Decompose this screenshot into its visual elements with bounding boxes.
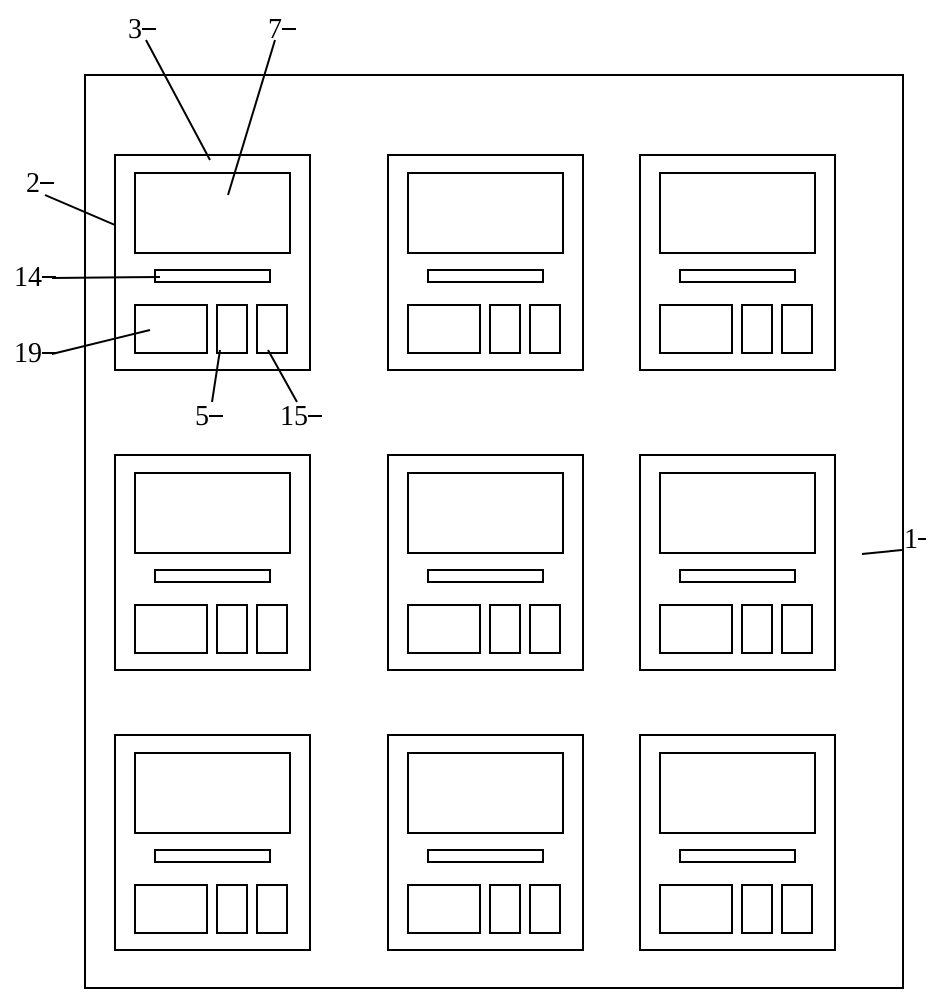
module-box-c <box>782 885 812 933</box>
leader-3 <box>146 40 210 160</box>
module-box-b <box>490 305 520 353</box>
module-bar <box>680 270 795 282</box>
module-box-c <box>257 605 287 653</box>
module-box-a <box>408 885 480 933</box>
module-frame <box>115 735 310 950</box>
module-box-b <box>742 605 772 653</box>
label-2: 2 <box>26 168 40 199</box>
label-14: 14 <box>14 262 42 293</box>
label-5: 5 <box>195 401 209 432</box>
module-frame <box>640 155 835 370</box>
module-box-c <box>530 605 560 653</box>
module-bar <box>428 570 543 582</box>
module-frame <box>640 735 835 950</box>
outer-frame <box>85 75 903 988</box>
module-box-c <box>257 305 287 353</box>
module-frame <box>388 155 583 370</box>
module-bar <box>428 270 543 282</box>
module-bar <box>680 850 795 862</box>
module-box-a <box>408 605 480 653</box>
module-bar <box>428 850 543 862</box>
module-box-a <box>660 605 732 653</box>
module-screen <box>135 173 290 253</box>
module-frame <box>640 455 835 670</box>
module-box-c <box>782 305 812 353</box>
module-bar <box>155 570 270 582</box>
leader-14 <box>52 277 160 278</box>
leader-15 <box>268 350 297 402</box>
module-box-b <box>742 305 772 353</box>
label-3: 3 <box>128 14 142 45</box>
module-frame <box>115 455 310 670</box>
module-frame <box>115 155 310 370</box>
label-7: 7 <box>268 14 282 45</box>
leader-7 <box>228 40 275 195</box>
module-frame <box>388 735 583 950</box>
label-19: 19 <box>14 338 42 369</box>
label-1: 1 <box>904 524 918 555</box>
module-box-a <box>135 885 207 933</box>
module-bar <box>155 270 270 282</box>
module-screen <box>660 173 815 253</box>
module-box-a <box>660 885 732 933</box>
module-box-c <box>257 885 287 933</box>
module-bar <box>155 850 270 862</box>
module-box-c <box>530 305 560 353</box>
module-box-a <box>135 305 207 353</box>
leader-1 <box>862 550 902 554</box>
module-box-a <box>135 605 207 653</box>
module-box-b <box>217 885 247 933</box>
module-box-b <box>217 605 247 653</box>
module-frame <box>388 455 583 670</box>
module-screen <box>408 473 563 553</box>
module-box-c <box>530 885 560 933</box>
module-box-b <box>490 605 520 653</box>
module-box-c <box>782 605 812 653</box>
module-screen <box>660 473 815 553</box>
module-screen <box>135 473 290 553</box>
module-screen <box>135 753 290 833</box>
module-box-a <box>408 305 480 353</box>
module-box-b <box>490 885 520 933</box>
module-screen <box>660 753 815 833</box>
module-screen <box>408 173 563 253</box>
label-15: 15 <box>280 401 308 432</box>
module-screen <box>408 753 563 833</box>
module-box-a <box>660 305 732 353</box>
leader-5 <box>212 350 220 402</box>
leader-2 <box>45 195 115 225</box>
schematic-diagram: 3 7 2 14 19 5 15 1 <box>0 0 926 1000</box>
module-bar <box>680 570 795 582</box>
module-box-b <box>742 885 772 933</box>
module-box-b <box>217 305 247 353</box>
